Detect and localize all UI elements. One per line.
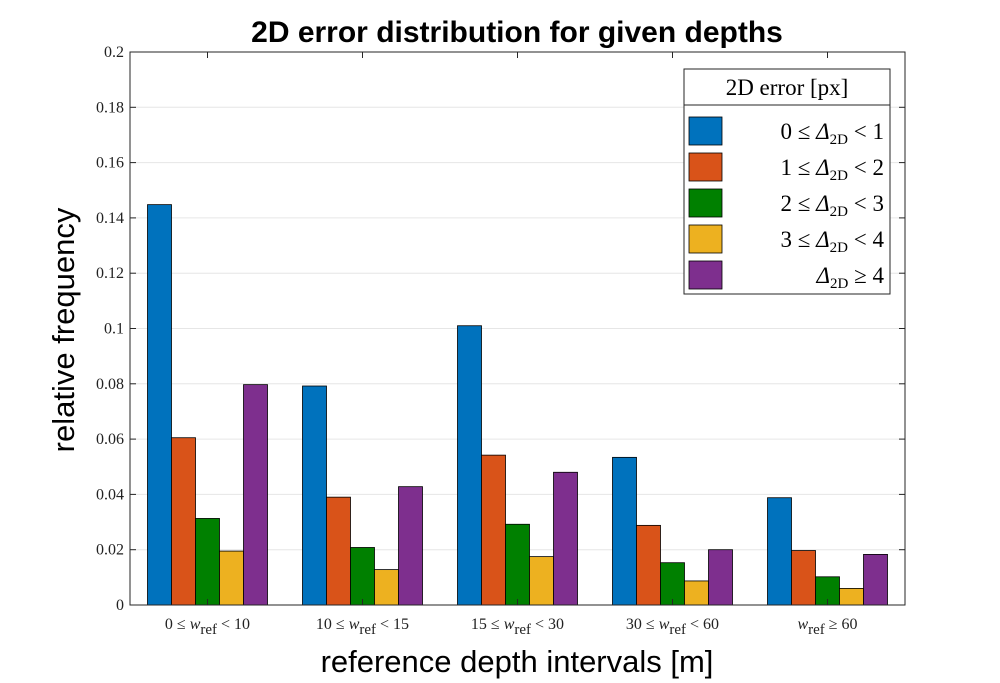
legend: 2D error [px]0 ≤ Δ2D < 11 ≤ Δ2D < 22 ≤ Δ… (683, 68, 891, 295)
legend-label-subscript: 2D (830, 132, 849, 148)
legend-label: 0 ≤ Δ2D < 1 (781, 119, 884, 148)
bar-3-0 (612, 456, 637, 606)
legend-swatch (688, 224, 723, 254)
y-tick-label: 0.2 (104, 44, 124, 61)
x-tick-label-rest: < 10 (217, 616, 250, 633)
y-tick-label: 0.1 (104, 321, 124, 338)
bar-0-2 (195, 518, 220, 606)
x-tick-label-var: w (190, 616, 201, 633)
x-tick-label-var: w (797, 616, 808, 633)
legend-label-subscript: 2D (830, 168, 849, 184)
legend-label-var: Δ (815, 227, 830, 252)
bar-4-0 (767, 497, 792, 606)
legend-label-var: Δ (815, 155, 830, 180)
bar-1-4 (398, 486, 423, 606)
bar-0-1 (171, 437, 196, 606)
y-tick-label: 0.14 (96, 210, 124, 227)
x-tick-label-subscript: ref (808, 622, 825, 638)
legend-label-var: Δ (816, 263, 831, 288)
bar-2-1 (481, 454, 506, 606)
legend-label-var: Δ (815, 119, 830, 144)
x-ticks: 0 ≤ wref < 10 10 ≤ wref < 15 15 ≤ wref < 3… (165, 52, 858, 638)
x-tick-label-subscript: ref (200, 622, 217, 638)
x-tick-label: 15 ≤ wref < 30 (471, 616, 564, 638)
x-tick-label: 30 ≤ wref < 60 (626, 616, 719, 638)
legend-label-rest: ≥ 4 (848, 263, 884, 288)
x-tick-label: 10 ≤ wref < 15 (316, 616, 409, 638)
bar-3-2 (660, 562, 685, 606)
legend-label-rest: < 2 (848, 155, 884, 180)
bar-0-0 (147, 204, 172, 606)
x-tick-label-rest: < 15 (376, 616, 409, 633)
y-axis-label: relative frequency (46, 207, 81, 452)
bar-2-2 (505, 523, 530, 606)
legend-label-subscript: 2D (830, 204, 849, 220)
legend-label: Δ2D ≥ 4 (816, 263, 885, 292)
x-tick-label-subscript: ref (359, 622, 376, 638)
x-tick-label-var: w (659, 616, 670, 633)
x-tick-label-rest: ≥ 60 (825, 616, 858, 633)
x-tick-label-rest: < 60 (686, 616, 719, 633)
x-tick-label-rest: < 30 (531, 616, 564, 633)
legend-title: 2D error [px] (726, 75, 849, 100)
bar-1-0 (302, 385, 327, 606)
y-tick-label: 0.18 (96, 99, 124, 116)
legend-swatch (688, 116, 723, 146)
x-tick-label: wref ≥ 60 (797, 616, 857, 638)
y-tick-label: 0.06 (96, 431, 124, 448)
legend-swatch (688, 188, 723, 218)
bar-3-3 (684, 580, 709, 606)
bar-1-1 (326, 496, 351, 606)
bar-2-0 (457, 325, 482, 606)
bar-4-3 (839, 588, 864, 606)
legend-label-var: Δ (815, 191, 830, 216)
y-tick-label: 0.08 (96, 376, 124, 393)
legend-label-subscript: 2D (830, 240, 849, 256)
bar-1-2 (350, 547, 375, 606)
bar-4-1 (791, 550, 816, 606)
legend-label-rest: < 3 (848, 191, 884, 216)
legend-label-rest: < 4 (848, 227, 884, 252)
bar-3-4 (708, 549, 733, 606)
bar-2-4 (553, 471, 578, 606)
x-tick-label-var: w (504, 616, 515, 633)
bar-1-3 (374, 569, 399, 606)
y-tick-label: 0 (116, 597, 124, 614)
x-tick-label-subscript: ref (669, 622, 686, 638)
legend-swatch (688, 260, 723, 290)
x-tick-label: 0 ≤ wref < 10 (165, 616, 250, 638)
y-tick-label: 0.04 (96, 486, 124, 503)
legend-label-rest: < 1 (848, 119, 884, 144)
y-tick-label: 0.16 (96, 155, 124, 172)
x-tick-label-subscript: ref (514, 622, 531, 638)
legend-box (683, 68, 891, 295)
y-tick-label: 0.12 (96, 265, 124, 282)
x-axis-label: reference depth intervals [m] (321, 644, 714, 679)
chart-title: 2D error distribution for given depths (251, 16, 783, 49)
bar-4-4 (863, 554, 888, 606)
legend-swatch (688, 152, 723, 182)
legend-label-subscript: 2D (830, 276, 849, 292)
bars (147, 204, 888, 606)
bar-3-1 (636, 524, 661, 606)
y-tick-label: 0.02 (96, 542, 124, 559)
bar-2-3 (529, 556, 554, 606)
y-ticks: 0 0.02 0.04 0.06 0.08 0.1 0.12 0.14 0.16 0.18 0.2 (96, 44, 905, 614)
bar-0-4 (243, 384, 268, 606)
x-tick-label-var: w (349, 616, 360, 633)
bar-0-3 (219, 550, 244, 606)
